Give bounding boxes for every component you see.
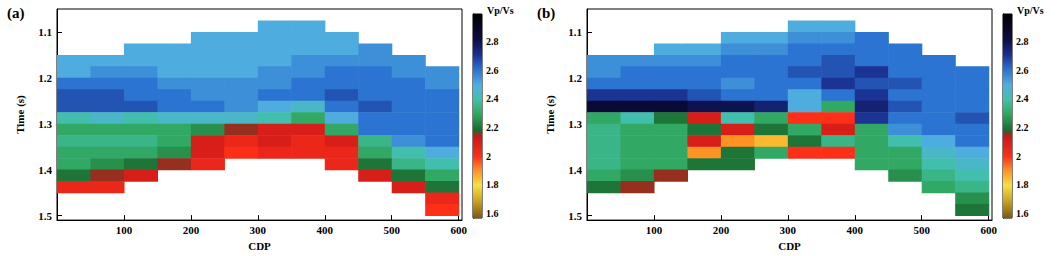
svg-text:1.6: 1.6 xyxy=(486,208,499,219)
svg-text:100: 100 xyxy=(116,224,133,236)
svg-text:Vp/Vs: Vp/Vs xyxy=(1017,5,1044,16)
svg-text:1.3: 1.3 xyxy=(568,118,582,130)
svg-text:Vp/Vs: Vp/Vs xyxy=(487,5,514,16)
svg-text:100: 100 xyxy=(646,224,663,236)
svg-text:1.3: 1.3 xyxy=(38,118,52,130)
svg-text:2.6: 2.6 xyxy=(1016,65,1029,76)
svg-text:Time (s): Time (s) xyxy=(14,95,27,134)
svg-text:1.5: 1.5 xyxy=(38,210,52,222)
svg-text:(a): (a) xyxy=(7,5,25,22)
svg-text:2.2: 2.2 xyxy=(1016,122,1029,133)
svg-text:1.8: 1.8 xyxy=(1016,179,1029,190)
svg-text:500: 500 xyxy=(383,224,400,236)
svg-text:1.2: 1.2 xyxy=(38,72,52,84)
svg-text:1.2: 1.2 xyxy=(568,72,582,84)
svg-text:1.4: 1.4 xyxy=(38,164,52,176)
svg-text:2: 2 xyxy=(486,151,491,162)
svg-text:2.4: 2.4 xyxy=(1016,93,1029,104)
svg-text:200: 200 xyxy=(713,224,730,236)
svg-text:2.8: 2.8 xyxy=(1016,36,1029,47)
svg-text:1.6: 1.6 xyxy=(1016,208,1029,219)
svg-text:2.2: 2.2 xyxy=(486,122,499,133)
svg-text:300: 300 xyxy=(250,224,267,236)
svg-text:1.5: 1.5 xyxy=(568,210,582,222)
svg-text:500: 500 xyxy=(913,224,930,236)
svg-text:300: 300 xyxy=(780,224,797,236)
svg-text:600: 600 xyxy=(980,224,997,236)
svg-text:600: 600 xyxy=(450,224,467,236)
svg-text:1.1: 1.1 xyxy=(568,26,582,38)
svg-text:400: 400 xyxy=(317,224,334,236)
svg-text:400: 400 xyxy=(847,224,864,236)
svg-text:CDP: CDP xyxy=(778,240,801,252)
svg-text:1.1: 1.1 xyxy=(38,26,52,38)
svg-text:(b): (b) xyxy=(537,5,555,22)
svg-text:200: 200 xyxy=(183,224,200,236)
svg-text:CDP: CDP xyxy=(248,240,271,252)
svg-text:Time (s): Time (s) xyxy=(544,95,557,134)
svg-text:1.8: 1.8 xyxy=(486,179,499,190)
svg-text:2.8: 2.8 xyxy=(486,36,499,47)
svg-text:2: 2 xyxy=(1016,151,1021,162)
svg-text:2.6: 2.6 xyxy=(486,65,499,76)
svg-text:2.4: 2.4 xyxy=(486,93,499,104)
svg-text:1.4: 1.4 xyxy=(568,164,582,176)
